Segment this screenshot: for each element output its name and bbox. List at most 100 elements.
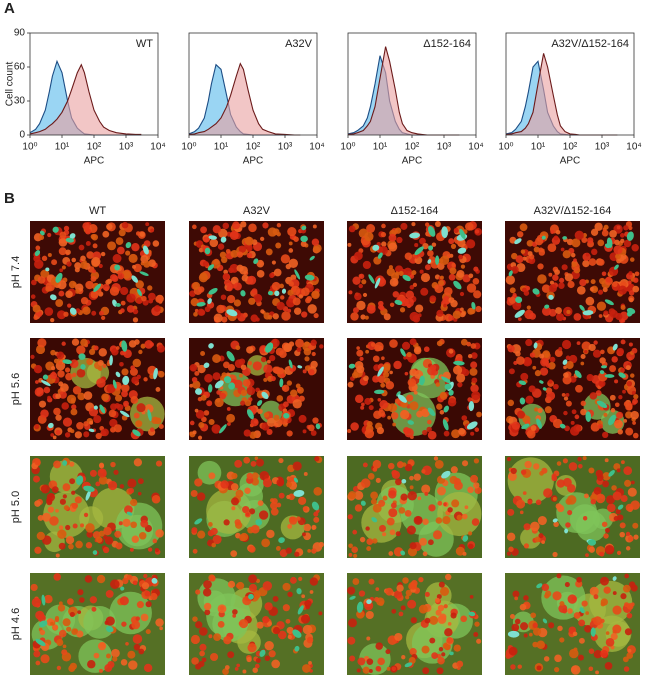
green-cell [396, 391, 401, 397]
red-cell [356, 300, 366, 311]
red-cell [420, 272, 431, 283]
red-cell [603, 586, 611, 594]
red-cell [68, 543, 74, 550]
y-tick-label: 0 [19, 130, 25, 141]
green-cell [518, 380, 527, 385]
red-cell [63, 225, 70, 232]
red-cell [244, 487, 251, 494]
red-cell [623, 466, 633, 476]
red-cell [444, 628, 453, 637]
red-cell [113, 424, 122, 433]
red-cell [78, 244, 85, 251]
red-cell [626, 602, 634, 610]
red-cell [595, 390, 602, 397]
red-cell [58, 629, 67, 638]
red-cell [505, 653, 511, 659]
red-cell [507, 472, 517, 481]
red-cell [583, 493, 589, 499]
red-cell [40, 409, 49, 418]
red-cell [278, 457, 284, 464]
red-cell [130, 521, 137, 529]
red-cell [91, 256, 101, 267]
red-cell [509, 287, 516, 294]
red-cell [604, 661, 613, 670]
red-cell [378, 304, 384, 310]
red-cell [523, 595, 529, 601]
red-cell [532, 622, 538, 629]
red-cell [620, 339, 626, 345]
red-cell [523, 633, 528, 638]
red-cell [579, 278, 587, 287]
red-cell [276, 502, 282, 508]
red-cell [402, 577, 409, 584]
red-cell [605, 631, 610, 635]
red-cell [388, 403, 398, 413]
micrograph [347, 338, 482, 440]
green-cell [92, 550, 98, 555]
red-cell [615, 509, 621, 515]
red-cell [44, 594, 53, 604]
green-cell [109, 355, 113, 366]
green-cell [52, 226, 59, 233]
red-cell [511, 266, 519, 274]
red-cell [275, 546, 281, 551]
red-cell [632, 398, 638, 405]
red-cell [612, 605, 622, 615]
red-cell [105, 589, 114, 598]
red-cell [314, 456, 320, 462]
red-cell [598, 380, 606, 388]
red-cell [248, 297, 256, 305]
red-cell [126, 293, 136, 303]
red-cell [258, 510, 269, 520]
green-cell [112, 379, 117, 389]
red-cell [600, 618, 605, 623]
green-cell [449, 651, 454, 656]
red-cell [380, 382, 386, 388]
red-cell [106, 384, 116, 394]
red-cell [451, 499, 460, 508]
green-cell [587, 539, 597, 546]
red-cell [83, 431, 90, 438]
red-cell [473, 482, 480, 489]
red-cell [264, 655, 271, 662]
red-cell [155, 618, 164, 627]
red-cell [292, 297, 301, 306]
green-cell [93, 405, 98, 410]
red-cell [98, 263, 103, 269]
red-cell [565, 392, 570, 397]
red-cell [621, 318, 626, 323]
red-cell [286, 626, 294, 634]
red-cell [58, 601, 63, 606]
red-cell [30, 354, 35, 359]
red-cell [389, 370, 393, 375]
red-cell [515, 350, 521, 357]
red-cell [230, 483, 239, 491]
red-cell [86, 531, 94, 538]
red-cell [356, 349, 364, 357]
red-cell [65, 249, 71, 255]
red-cell [595, 670, 599, 675]
red-cell [620, 593, 627, 600]
histogram-area [348, 46, 460, 135]
red-cell [301, 311, 308, 318]
red-cell [247, 275, 257, 285]
red-cell [83, 512, 89, 518]
red-cell [140, 613, 149, 622]
micrograph [347, 221, 482, 323]
red-cell [559, 277, 565, 283]
red-cell [386, 517, 395, 526]
red-cell [269, 272, 275, 279]
red-cell [438, 258, 444, 264]
red-cell [41, 255, 48, 262]
red-cell [594, 222, 603, 231]
red-cell [102, 546, 110, 554]
red-cell [109, 286, 120, 296]
green-cell [293, 489, 305, 497]
green-cell [279, 378, 284, 388]
red-cell [271, 260, 276, 265]
red-cell [610, 632, 618, 640]
red-cell [510, 467, 517, 475]
red-cell [506, 551, 512, 556]
red-cell [276, 232, 281, 237]
red-cell [539, 353, 545, 359]
